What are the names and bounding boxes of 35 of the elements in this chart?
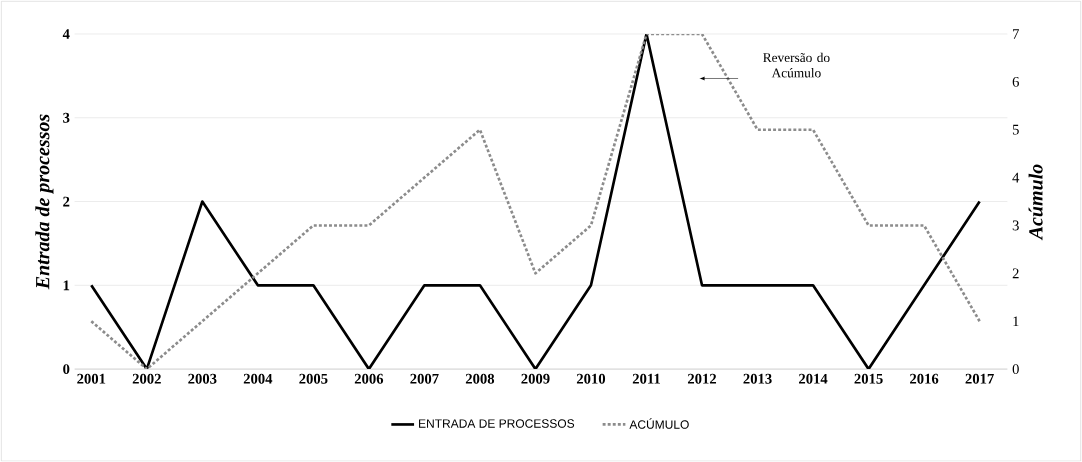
x-tick-label: 2005 <box>299 373 328 384</box>
y2-tick-label: 3 <box>1012 220 1019 231</box>
x-tick-label: 2010 <box>576 373 606 384</box>
y-axis-title: Entrada de processos <box>35 114 54 290</box>
y2-tick-label: 5 <box>1012 124 1019 135</box>
y2-tick-label: 0 <box>1012 363 1019 374</box>
x-tick-label: 2009 <box>521 373 550 384</box>
x-tick-label: 2013 <box>743 373 772 384</box>
y2-tick-label: 4 <box>1012 172 1020 183</box>
y-tick-label: 1 <box>63 280 70 290</box>
x-tick-label: 2011 <box>632 373 660 384</box>
x-tick-label: 2008 <box>465 373 495 384</box>
x-tick-label: 2015 <box>854 373 883 384</box>
legend-label: ENTRADA DE PROCESSOS <box>419 419 575 428</box>
y2-tick-label: 1 <box>1013 316 1019 326</box>
y2-tick-label: 2 <box>1012 268 1019 279</box>
x-tick-label: 2012 <box>687 373 717 384</box>
x-tick-label: 2001 <box>77 373 106 384</box>
y-tick-label: 2 <box>63 196 70 207</box>
x-tick-label: 2007 <box>410 373 439 384</box>
x-tick-label: 2017 <box>965 373 994 384</box>
annotation: Reversão do Acúmulo <box>763 52 830 78</box>
y2-axis-title: Acúmulo <box>1028 164 1043 241</box>
y-tick-label: 4 <box>62 28 70 39</box>
x-tick-label: 2004 <box>243 373 273 384</box>
y-tick-label: 3 <box>63 112 70 123</box>
x-tick-label: 2003 <box>188 373 217 384</box>
y2-tick-label: 7 <box>1013 29 1019 39</box>
x-tick-label: 2002 <box>132 373 161 384</box>
y2-tick-label: 6 <box>1012 76 1019 87</box>
legend-label: ACÚMULO <box>629 418 689 429</box>
y-tick-label: 0 <box>63 363 70 374</box>
x-tick-label: 2016 <box>910 373 939 384</box>
x-tick-label: 2014 <box>799 373 828 384</box>
x-tick-label: 2006 <box>354 373 384 384</box>
